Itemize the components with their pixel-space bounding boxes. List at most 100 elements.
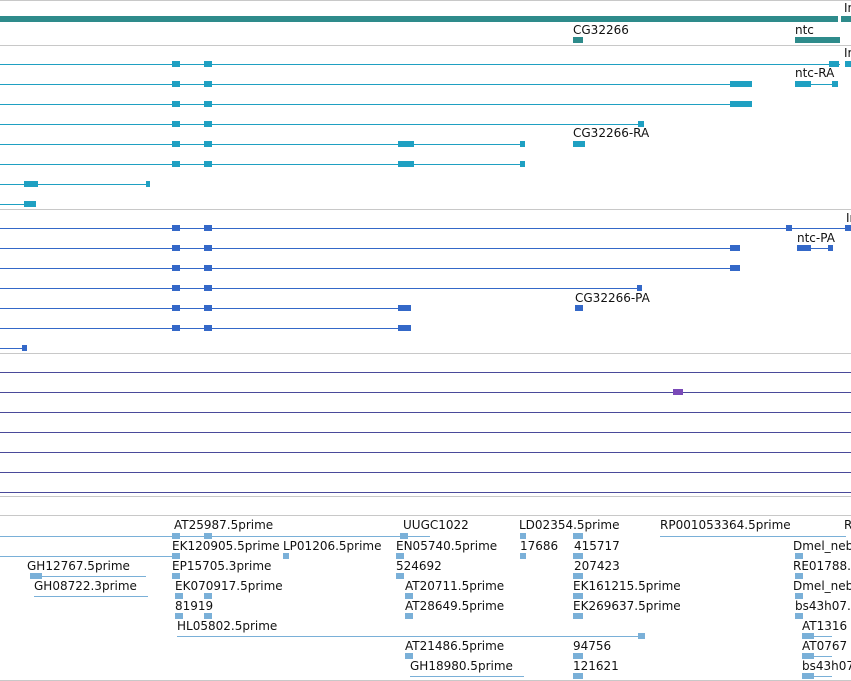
transcript-intron[interactable]	[0, 164, 525, 165]
est-line[interactable]	[0, 536, 430, 537]
variant-line[interactable]	[0, 432, 851, 433]
est-feature[interactable]	[795, 593, 803, 599]
transcript-exon[interactable]	[398, 161, 414, 167]
protein-exon[interactable]	[637, 285, 642, 291]
est-line[interactable]	[34, 596, 148, 597]
protein-intron[interactable]	[0, 248, 740, 249]
est-feature[interactable]	[573, 533, 583, 539]
est-feature[interactable]	[396, 573, 404, 579]
protein-exon[interactable]	[575, 305, 583, 311]
est-feature[interactable]	[175, 593, 183, 599]
transcript-exon[interactable]	[795, 81, 811, 87]
protein-exon[interactable]	[172, 305, 180, 311]
est-feature[interactable]	[795, 553, 803, 559]
est-feature[interactable]	[795, 613, 803, 619]
est-line[interactable]	[802, 636, 832, 637]
protein-exon[interactable]	[172, 285, 180, 291]
protein-exon[interactable]	[172, 265, 180, 271]
est-feature[interactable]	[204, 533, 212, 539]
transcript-intron[interactable]	[0, 84, 752, 85]
transcript-intron[interactable]	[795, 84, 838, 85]
est-feature[interactable]	[573, 613, 583, 619]
transcript-intron[interactable]	[0, 184, 150, 185]
est-feature[interactable]	[573, 553, 583, 559]
protein-exon[interactable]	[845, 225, 851, 231]
transcript-intron[interactable]	[0, 104, 752, 105]
est-line[interactable]	[30, 576, 146, 577]
transcript-exon[interactable]	[204, 141, 212, 147]
protein-intron[interactable]	[797, 248, 833, 249]
protein-exon[interactable]	[204, 265, 212, 271]
est-line[interactable]	[177, 636, 645, 637]
transcript-intron[interactable]	[0, 204, 36, 205]
protein-exon[interactable]	[204, 225, 212, 231]
transcript-intron[interactable]	[0, 144, 525, 145]
transcript-exon[interactable]	[24, 181, 38, 187]
gene-feature[interactable]	[795, 37, 840, 43]
protein-intron[interactable]	[0, 268, 740, 269]
transcript-exon[interactable]	[398, 141, 414, 147]
protein-exon[interactable]	[22, 345, 27, 351]
transcript-exon[interactable]	[829, 61, 839, 67]
transcript-exon[interactable]	[638, 121, 644, 127]
est-feature[interactable]	[573, 573, 583, 579]
est-line[interactable]	[802, 676, 832, 677]
variant-line[interactable]	[0, 472, 851, 473]
est-feature[interactable]	[802, 633, 814, 639]
est-line[interactable]	[410, 676, 524, 677]
est-feature[interactable]	[638, 633, 645, 639]
est-feature[interactable]	[802, 673, 814, 679]
transcript-intron[interactable]	[0, 64, 840, 65]
est-line[interactable]	[660, 536, 846, 537]
est-feature[interactable]	[520, 553, 526, 559]
variant-line[interactable]	[0, 452, 851, 453]
protein-intron[interactable]	[0, 228, 851, 229]
protein-exon[interactable]	[172, 245, 180, 251]
transcript-exon[interactable]	[204, 81, 212, 87]
est-line[interactable]	[802, 656, 832, 657]
transcript-exon[interactable]	[730, 81, 752, 87]
est-feature[interactable]	[172, 553, 180, 559]
est-feature[interactable]	[172, 573, 180, 579]
est-feature[interactable]	[795, 573, 803, 579]
transcript-exon[interactable]	[573, 141, 585, 147]
transcript-exon[interactable]	[172, 101, 180, 107]
gene-feature[interactable]	[0, 16, 838, 22]
protein-exon[interactable]	[828, 245, 833, 251]
est-feature[interactable]	[802, 653, 814, 659]
est-line[interactable]	[0, 556, 175, 557]
protein-exon[interactable]	[204, 285, 212, 291]
est-feature[interactable]	[573, 653, 583, 659]
variant-line[interactable]	[0, 392, 851, 393]
transcript-exon[interactable]	[520, 161, 525, 167]
transcript-exon[interactable]	[730, 101, 752, 107]
transcript-exon[interactable]	[204, 61, 212, 67]
protein-exon[interactable]	[398, 305, 411, 311]
transcript-intron[interactable]	[0, 124, 644, 125]
gene-feature[interactable]	[573, 37, 583, 43]
est-feature[interactable]	[405, 653, 413, 659]
est-feature[interactable]	[520, 533, 526, 539]
transcript-exon[interactable]	[24, 201, 36, 207]
transcript-exon[interactable]	[146, 181, 150, 187]
est-feature[interactable]	[396, 553, 404, 559]
protein-intron[interactable]	[0, 348, 27, 349]
gene-feature[interactable]	[841, 16, 851, 22]
est-feature[interactable]	[204, 613, 212, 619]
protein-exon[interactable]	[786, 225, 792, 231]
protein-exon[interactable]	[172, 225, 180, 231]
est-feature[interactable]	[573, 673, 583, 679]
est-feature[interactable]	[283, 553, 289, 559]
transcript-exon[interactable]	[520, 141, 525, 147]
transcript-exon[interactable]	[172, 161, 180, 167]
protein-exon[interactable]	[730, 245, 740, 251]
transcript-exon[interactable]	[172, 141, 180, 147]
transcript-exon[interactable]	[832, 81, 838, 87]
protein-exon[interactable]	[204, 245, 212, 251]
protein-exon[interactable]	[204, 325, 212, 331]
variant-line[interactable]	[0, 372, 851, 373]
transcript-exon[interactable]	[204, 121, 212, 127]
est-feature[interactable]	[405, 613, 413, 619]
est-feature[interactable]	[405, 593, 413, 599]
est-feature[interactable]	[175, 613, 183, 619]
